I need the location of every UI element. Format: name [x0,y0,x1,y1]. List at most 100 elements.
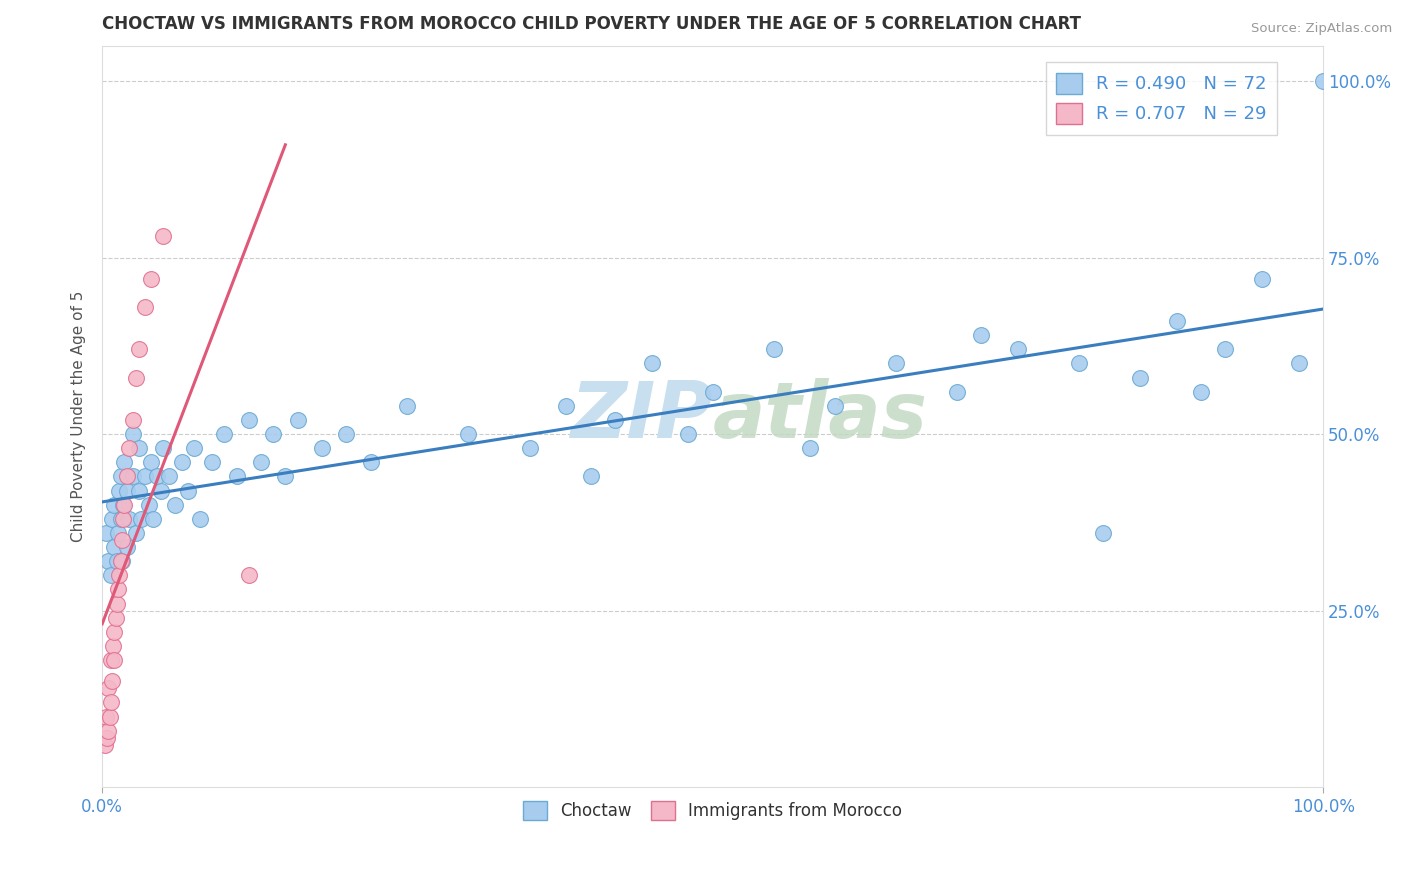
Point [1215,343,1237,357]
Point [555,399,578,413]
Point [457,427,479,442]
Point [139,271,162,285]
Point [118,512,141,526]
Point [360,455,382,469]
Point [111,554,134,568]
Point [170,455,193,469]
Point [98,709,121,723]
Point [115,540,138,554]
Point [108,483,131,498]
Point [107,582,129,597]
Text: Source: ZipAtlas.com: Source: ZipAtlas.com [1251,22,1392,36]
Point [225,469,247,483]
Point [105,554,128,568]
Point [121,427,143,442]
Text: ZIP: ZIP [571,378,713,454]
Point [110,554,132,568]
Point [1288,356,1310,370]
Point [104,610,127,624]
Point [183,441,205,455]
Point [188,512,211,526]
Point [1129,370,1152,384]
Point [139,455,162,469]
Text: atlas: atlas [713,378,928,454]
Point [103,639,125,653]
Point [149,483,172,498]
Point [1067,356,1090,370]
Point [115,483,138,498]
Point [103,498,125,512]
Point [762,343,785,357]
Point [946,384,969,399]
Point [101,674,124,689]
Point [97,681,120,696]
Point [94,709,117,723]
Point [146,469,169,483]
Point [238,413,260,427]
Point [678,427,700,442]
Y-axis label: Child Poverty Under the Age of 5: Child Poverty Under the Age of 5 [72,291,86,542]
Point [115,469,138,483]
Point [970,328,993,343]
Point [107,525,129,540]
Point [287,413,309,427]
Point [108,568,131,582]
Point [110,512,132,526]
Point [238,568,260,582]
Point [103,540,125,554]
Point [103,624,125,639]
Point [262,427,284,442]
Point [157,469,180,483]
Point [111,498,134,512]
Point [274,469,297,483]
Point [1092,525,1115,540]
Point [1312,74,1334,88]
Point [125,525,148,540]
Point [111,512,134,526]
Point [396,399,419,413]
Point [134,469,156,483]
Point [100,653,122,667]
Point [97,554,120,568]
Point [152,229,174,244]
Point [142,512,165,526]
Point [1189,384,1212,399]
Point [1007,343,1029,357]
Point [125,370,148,384]
Point [103,653,125,667]
Point [121,469,143,483]
Point [152,441,174,455]
Point [884,356,907,370]
Point [640,356,662,370]
Point [112,498,135,512]
Point [579,469,602,483]
Text: CHOCTAW VS IMMIGRANTS FROM MOROCCO CHILD POVERTY UNDER THE AGE OF 5 CORRELATION : CHOCTAW VS IMMIGRANTS FROM MOROCCO CHILD… [103,15,1081,33]
Point [201,455,224,469]
Point [335,427,357,442]
Point [96,731,118,745]
Point [93,738,115,752]
Point [112,455,135,469]
Point [165,498,187,512]
Point [101,512,124,526]
Point [1166,314,1188,328]
Point [1251,271,1274,285]
Point [824,399,846,413]
Point [100,695,122,709]
Point [94,525,117,540]
Point [128,441,150,455]
Point [799,441,821,455]
Point [702,384,724,399]
Point [105,597,128,611]
Point [134,300,156,314]
Point [250,455,273,469]
Point [603,413,626,427]
Point [100,568,122,582]
Point [128,483,150,498]
Point [519,441,541,455]
Point [118,441,141,455]
Point [121,413,143,427]
Point [110,469,132,483]
Point [311,441,333,455]
Point [128,343,150,357]
